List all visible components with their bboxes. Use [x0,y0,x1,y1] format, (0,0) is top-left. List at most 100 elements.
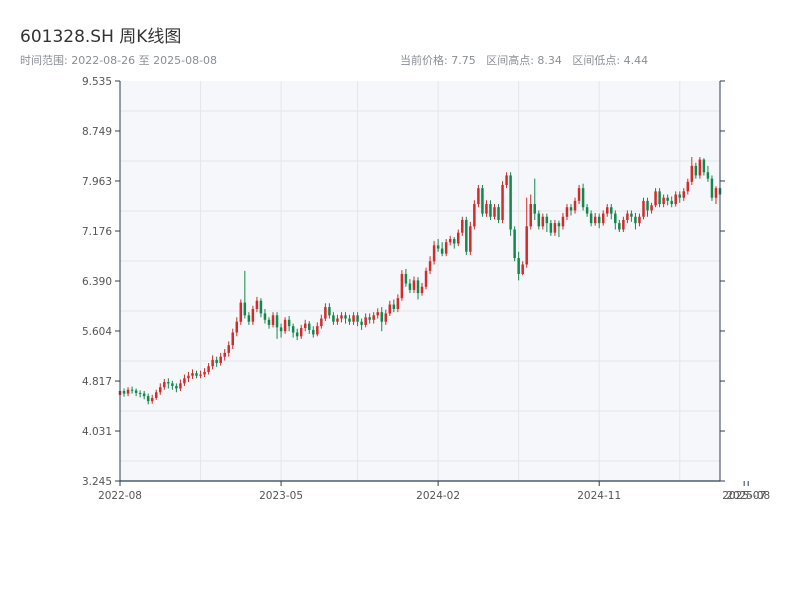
candle [231,328,234,350]
candle-body [360,321,363,325]
candle-body [690,165,694,182]
candle [601,210,605,226]
candle [581,183,585,211]
candle-body [654,191,657,206]
candle-body [187,375,190,379]
x-tick-label: 2024-02 [416,490,460,502]
candle [328,303,331,319]
candle-body [618,223,621,230]
candle-body [191,373,194,376]
candle [585,204,589,217]
candle-body [589,213,593,224]
candle [122,388,126,397]
candle-body [573,200,577,211]
candle-body [384,313,388,322]
candle [593,212,597,226]
candle-body [513,229,516,259]
candle [195,370,198,379]
candle [638,213,641,227]
y-tick-label: 7.963 [82,176,112,188]
candle-body [372,315,375,320]
candle-body [597,216,601,224]
candle-body [497,207,500,220]
candle-body [569,207,573,211]
candle-body [662,197,665,205]
candle-body [501,184,504,220]
candle-body [408,283,412,290]
candle-body [622,219,625,230]
candle-body [714,188,718,198]
candle-body [227,345,230,353]
candle [561,212,565,230]
candle-body [477,188,480,205]
y-tick-label: 5.604 [82,326,112,338]
candle [678,191,681,203]
candle-body [436,245,440,249]
candle-body [493,207,496,217]
candle [251,305,255,325]
candle-body [698,159,702,176]
candle [448,235,452,246]
candle [308,321,311,334]
candle [207,363,210,375]
candle [130,386,134,394]
candle [287,315,291,332]
candle [537,210,541,230]
candle [545,213,549,233]
candle-body [565,207,569,217]
candle [263,308,267,324]
candle-body [420,286,424,294]
candle-body [215,359,218,364]
candle-body [638,216,641,224]
candle [360,318,363,330]
candle-body [320,318,323,327]
candle-body [303,323,307,329]
candle [485,200,488,217]
candle [497,204,500,224]
candle-body [521,264,524,275]
candle-body [247,315,251,322]
candle-body [138,392,142,394]
candle-body [682,191,686,198]
candle [714,186,718,205]
candle [614,210,617,230]
y-tick-label: 3.245 [82,476,112,488]
candle [710,175,714,201]
candle [469,221,472,255]
candle [658,188,661,208]
candle [146,393,150,405]
candle [440,242,444,257]
candle [154,389,158,400]
candle [650,202,653,214]
y-tick-label: 4.817 [82,376,112,388]
candle-body [279,327,283,332]
candle-body [255,300,259,309]
candle-body [517,258,520,275]
candle [404,268,408,287]
candle-body [167,382,170,384]
y-tick-label: 4.031 [82,426,112,438]
candle [690,156,694,185]
candle [654,188,657,208]
x-tick-label: 2022-08 [98,490,142,502]
candle [332,312,335,325]
candle [428,256,432,275]
candle [420,282,424,296]
candle-body [610,207,613,214]
candle [187,371,190,383]
y-tick-label: 7.176 [82,226,112,238]
candle-body [432,245,436,262]
candle-body [332,315,335,322]
candle [316,322,319,337]
candle-body [134,390,138,393]
candle [138,390,142,398]
candle [533,178,537,220]
candle [622,216,625,233]
candle [666,194,669,206]
plot-area [120,81,720,481]
candle [424,267,428,290]
candle-body [601,213,605,224]
candle [219,352,222,366]
candle [461,216,464,236]
candle-body [577,188,581,201]
